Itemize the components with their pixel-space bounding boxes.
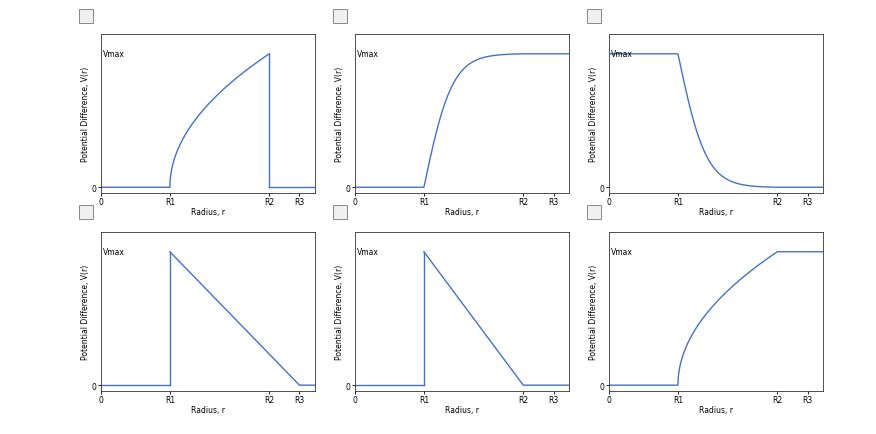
Text: Vmax: Vmax	[102, 50, 124, 59]
X-axis label: Radius, r: Radius, r	[699, 207, 733, 217]
Y-axis label: Potential Difference, V(r): Potential Difference, V(r)	[590, 264, 598, 359]
Text: Vmax: Vmax	[611, 248, 632, 256]
Text: Vmax: Vmax	[357, 50, 378, 59]
X-axis label: Radius, r: Radius, r	[445, 405, 479, 414]
Text: Vmax: Vmax	[102, 248, 124, 256]
Y-axis label: Potential Difference, V(r): Potential Difference, V(r)	[336, 264, 344, 359]
Y-axis label: Potential Difference, V(r): Potential Difference, V(r)	[336, 66, 344, 161]
X-axis label: Radius, r: Radius, r	[445, 207, 479, 217]
X-axis label: Radius, r: Radius, r	[191, 207, 225, 217]
X-axis label: Radius, r: Radius, r	[699, 405, 733, 414]
Text: Vmax: Vmax	[611, 50, 632, 59]
X-axis label: Radius, r: Radius, r	[191, 405, 225, 414]
Y-axis label: Potential Difference, V(r): Potential Difference, V(r)	[81, 264, 90, 359]
Text: Vmax: Vmax	[357, 248, 378, 256]
Y-axis label: Potential Difference, V(r): Potential Difference, V(r)	[590, 66, 598, 161]
Y-axis label: Potential Difference, V(r): Potential Difference, V(r)	[81, 66, 90, 161]
